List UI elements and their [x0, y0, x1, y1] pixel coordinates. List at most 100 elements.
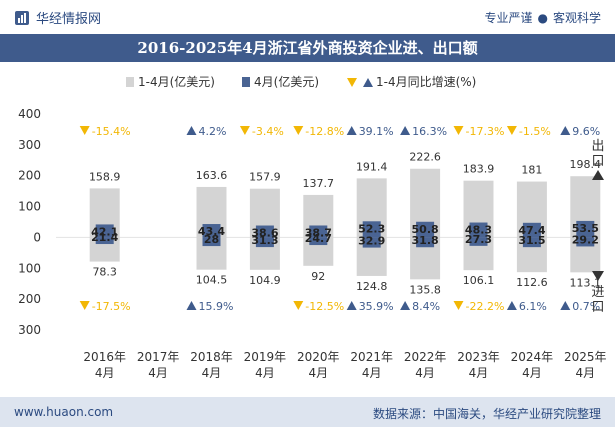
x-tick-label-year: 2019年: [244, 350, 287, 364]
label-export-ytd: 163.6: [196, 169, 228, 182]
legend-label-growth: 1-4月同比增速(%): [376, 75, 476, 89]
y-tick-label: 300: [18, 323, 41, 337]
growth-import-label: -12.5%: [305, 300, 344, 313]
label-export-ytd: 191.4: [356, 160, 388, 173]
x-tick-label-month: 4月: [95, 366, 115, 380]
y-tick-label: 0: [33, 230, 41, 244]
footer-site: www.huaon.com: [14, 405, 114, 419]
growth-import-marker: [400, 301, 411, 310]
bar-export-month: [95, 224, 114, 238]
growth-import-marker: [560, 301, 571, 310]
label-export-month: 38.7: [305, 226, 332, 239]
x-tick-label-year: 2017年: [137, 350, 180, 364]
growth-import-marker: [186, 301, 197, 310]
growth-import-label: 0.7%: [572, 300, 600, 313]
label-export-month: 47.4: [518, 224, 545, 237]
y-tick-label: 100: [18, 261, 41, 275]
growth-export-marker: [293, 126, 304, 135]
y-tick-label: 100: [18, 200, 41, 214]
side-label-export-char1: 出: [591, 139, 604, 154]
growth-export-marker: [239, 126, 250, 135]
growth-import-label: 15.9%: [199, 300, 234, 313]
label-export-ytd: 137.7: [303, 177, 335, 190]
bar-import-month: [309, 237, 328, 246]
label-import-month: 31.3: [251, 234, 278, 247]
growth-export-label: -12.8%: [305, 125, 344, 138]
import-arrow-down-icon: [592, 271, 604, 281]
label-import-ytd: 112.6: [516, 276, 548, 289]
x-tick-label-month: 4月: [362, 366, 382, 380]
bar-export-month: [416, 221, 435, 238]
growth-import-marker: [506, 301, 517, 310]
growth-export-label: -17.3%: [466, 125, 505, 138]
label-import-month: 24.7: [305, 232, 332, 245]
growth-import-label: -17.5%: [92, 300, 131, 313]
chart-title: 2016-2025年4月浙江省外商投资企业进、出口额: [0, 34, 615, 62]
x-tick-label-month: 4月: [469, 366, 489, 380]
tagline: 专业严谨 ● 客观科学: [484, 9, 601, 26]
growth-export-marker: [506, 126, 517, 135]
label-export-ytd: 198.4: [570, 158, 602, 171]
growth-export-marker: [79, 126, 90, 135]
label-export-month: 48.3: [465, 224, 492, 237]
growth-import-marker: [79, 301, 90, 310]
growth-export-label: -15.4%: [92, 125, 131, 138]
x-tick-label-month: 4月: [415, 366, 435, 380]
bar-export-month: [309, 225, 328, 238]
label-import-month: 32.9: [358, 235, 385, 248]
x-tick-label-month: 4月: [522, 366, 542, 380]
growth-export-marker: [186, 126, 197, 135]
x-tick-label-month: 4月: [255, 366, 275, 380]
side-label-export-char2: 口: [591, 154, 604, 169]
growth-import-label: -22.2%: [466, 300, 505, 313]
label-import-month: 28: [204, 233, 219, 246]
y-tick-label: 200: [18, 292, 41, 306]
label-import-ytd: 92: [311, 270, 325, 283]
label-export-month: 52.3: [358, 222, 385, 235]
growth-export-marker: [560, 126, 571, 135]
label-export-month: 42.1: [91, 225, 118, 238]
growth-import-label: 6.1%: [519, 300, 547, 313]
growth-import-label: 8.4%: [412, 300, 440, 313]
x-tick-label-month: 4月: [148, 366, 168, 380]
brand: 华经情报网: [14, 8, 101, 27]
legend-marker-down: [347, 78, 357, 87]
label-import-ytd: 113.1: [570, 276, 602, 289]
growth-import-marker: [293, 301, 304, 310]
tagline-2: 客观科学: [552, 11, 601, 25]
label-import-month: 31.8: [412, 234, 439, 247]
legend-label-month: 4月(亿美元): [254, 74, 319, 89]
x-tick-label-year: 2022年: [404, 350, 447, 364]
y-tick-label: 300: [18, 138, 41, 152]
bar-export-month: [362, 221, 381, 238]
growth-export-label: -3.4%: [252, 125, 284, 138]
bar-export-month: [522, 222, 541, 238]
x-tick-label-month: 4月: [575, 366, 595, 380]
chart: 1-4月(亿美元) 4月(亿美元) 1-4月同比增速(%) 300 200 100 0 100…: [18, 74, 606, 380]
x-tick-label-year: 2023年: [457, 350, 500, 364]
growth-export-label: 9.6%: [572, 125, 600, 138]
label-import-month: 29.2: [572, 233, 599, 246]
bar-export-month: [469, 222, 488, 238]
bar-import-month: [576, 237, 595, 247]
label-import-ytd: 104.5: [196, 274, 228, 287]
growth-import-marker: [346, 301, 357, 310]
legend-swatch-ytd: [126, 77, 134, 87]
legend-swatch-month: [242, 77, 250, 87]
brand-name: 华经情报网: [36, 12, 102, 27]
label-export-month: 38.6: [251, 227, 278, 240]
growth-export-marker: [453, 126, 464, 135]
x-tick-label-month: 4月: [308, 366, 328, 380]
bar-export-month: [202, 224, 221, 238]
legend-label-ytd: 1-4月(亿美元): [138, 74, 215, 89]
footer: www.huaon.com 数据来源：中国海关，华经产业研究院整理: [0, 397, 615, 427]
x-tick-label-year: 2016年: [83, 350, 126, 364]
label-import-month: 31.5: [518, 234, 545, 247]
side-label-import-char2: 口: [591, 300, 604, 315]
label-export-month: 50.8: [412, 223, 439, 236]
growth-export-marker: [346, 126, 357, 135]
bar-import-month: [202, 237, 221, 247]
legend-marker-up: [363, 78, 373, 87]
brand-logo-icon: [15, 10, 29, 25]
growth-export-label: 16.3%: [412, 125, 447, 138]
